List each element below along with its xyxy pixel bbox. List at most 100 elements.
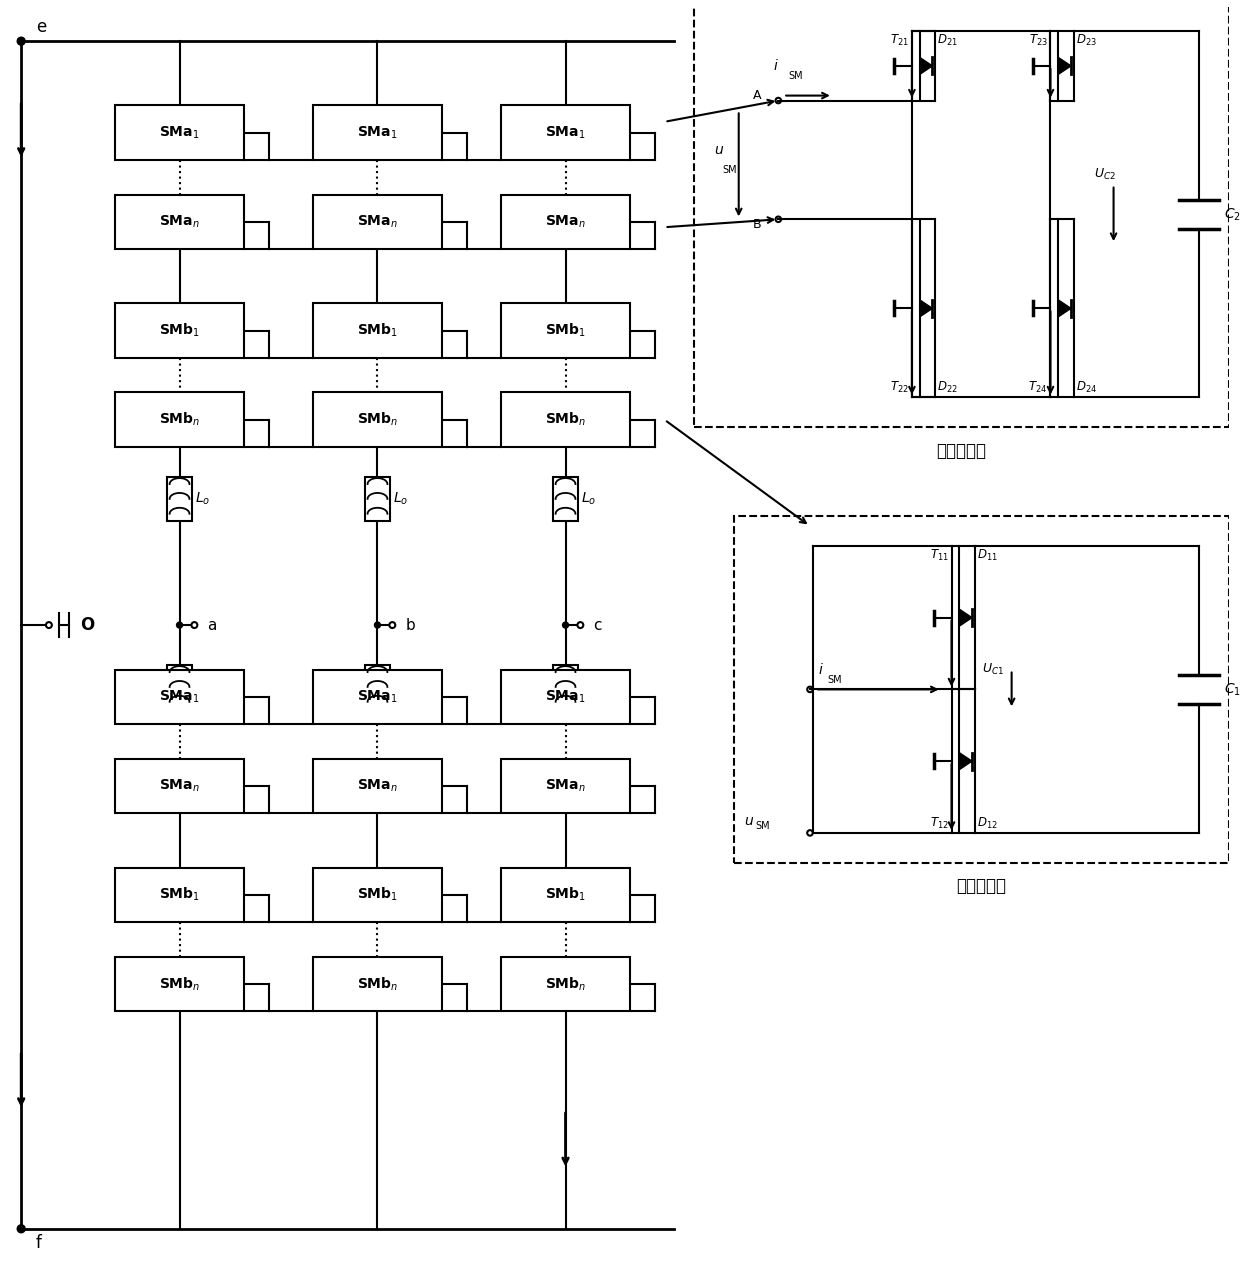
- Text: $L_o$: $L_o$: [393, 679, 408, 696]
- Text: $U_{C1}$: $U_{C1}$: [982, 662, 1004, 677]
- Bar: [501, 669, 630, 724]
- Text: c: c: [593, 617, 601, 632]
- Bar: [314, 956, 441, 1011]
- Bar: [734, 516, 1229, 863]
- Text: O: O: [81, 616, 94, 634]
- Bar: [167, 664, 192, 710]
- Text: SM: SM: [755, 821, 770, 831]
- Text: $C_1$: $C_1$: [1224, 682, 1240, 697]
- Text: SMa$_1$: SMa$_1$: [357, 124, 398, 140]
- Bar: [115, 956, 244, 1011]
- Text: SMb$_1$: SMb$_1$: [159, 321, 200, 339]
- Text: SMa$_1$: SMa$_1$: [159, 688, 200, 705]
- Text: SMa$_n$: SMa$_n$: [357, 214, 398, 230]
- Bar: [115, 759, 244, 813]
- Text: A: A: [753, 89, 761, 102]
- Bar: [365, 664, 389, 710]
- Circle shape: [563, 622, 568, 627]
- Bar: [314, 669, 441, 724]
- Bar: [553, 664, 578, 710]
- Text: SMb$_1$: SMb$_1$: [544, 321, 587, 339]
- Text: $D_{22}$: $D_{22}$: [937, 381, 959, 396]
- Bar: [501, 868, 630, 922]
- Text: SMb$_1$: SMb$_1$: [357, 886, 398, 903]
- Bar: [314, 195, 441, 249]
- Text: SMb$_1$: SMb$_1$: [159, 886, 200, 903]
- Circle shape: [374, 622, 381, 627]
- Bar: [694, 1, 1229, 428]
- Bar: [501, 304, 630, 358]
- Text: 半桥子模块: 半桥子模块: [956, 878, 1006, 896]
- Bar: [501, 392, 630, 447]
- Text: SMb$_n$: SMb$_n$: [357, 975, 398, 993]
- Bar: [314, 392, 441, 447]
- Text: $T_{21}$: $T_{21}$: [890, 33, 909, 48]
- Text: SM: SM: [722, 164, 737, 175]
- Polygon shape: [1059, 57, 1071, 75]
- Bar: [314, 868, 441, 922]
- Text: $u$: $u$: [744, 813, 754, 829]
- Bar: [115, 195, 244, 249]
- Text: $U_{C2}$: $U_{C2}$: [1094, 167, 1116, 182]
- Text: b: b: [405, 617, 415, 632]
- Bar: [501, 759, 630, 813]
- Text: $C_2$: $C_2$: [1224, 206, 1240, 223]
- Bar: [501, 956, 630, 1011]
- Text: SM: SM: [828, 674, 842, 684]
- Bar: [501, 105, 630, 159]
- Text: $T_{12}$: $T_{12}$: [930, 816, 949, 831]
- Text: $D_{23}$: $D_{23}$: [1076, 33, 1096, 48]
- Text: $L_o$: $L_o$: [393, 491, 408, 507]
- Bar: [115, 392, 244, 447]
- Text: $T_{24}$: $T_{24}$: [1028, 381, 1048, 396]
- Polygon shape: [920, 57, 932, 75]
- Text: $i$: $i$: [818, 662, 823, 677]
- Text: SMa$_n$: SMa$_n$: [546, 214, 587, 230]
- Circle shape: [17, 1225, 25, 1233]
- Text: SMa$_1$: SMa$_1$: [546, 124, 585, 140]
- Text: $D_{11}$: $D_{11}$: [977, 548, 998, 563]
- Text: SMa$_n$: SMa$_n$: [546, 778, 587, 794]
- Text: $T_{23}$: $T_{23}$: [1028, 33, 1048, 48]
- Text: SMa$_n$: SMa$_n$: [159, 214, 200, 230]
- Text: $T_{22}$: $T_{22}$: [890, 381, 909, 396]
- Text: SMb$_1$: SMb$_1$: [357, 321, 398, 339]
- Polygon shape: [920, 300, 932, 316]
- Bar: [314, 759, 441, 813]
- Text: $T_{11}$: $T_{11}$: [930, 548, 949, 563]
- Text: SMa$_n$: SMa$_n$: [357, 778, 398, 794]
- Text: SMa$_1$: SMa$_1$: [159, 124, 200, 140]
- Text: 全桥子模块: 全桥子模块: [936, 441, 986, 460]
- Bar: [167, 477, 192, 521]
- Polygon shape: [1059, 300, 1071, 316]
- Text: SM: SM: [789, 71, 802, 81]
- Bar: [314, 105, 441, 159]
- Bar: [115, 669, 244, 724]
- Text: $L_o$: $L_o$: [580, 679, 596, 696]
- Text: $D_{24}$: $D_{24}$: [1076, 381, 1097, 396]
- Bar: [553, 477, 578, 521]
- Text: SMb$_1$: SMb$_1$: [544, 886, 587, 903]
- Text: $D_{21}$: $D_{21}$: [937, 33, 959, 48]
- Text: $L_o$: $L_o$: [580, 491, 596, 507]
- Bar: [501, 195, 630, 249]
- Bar: [115, 868, 244, 922]
- Bar: [115, 105, 244, 159]
- Circle shape: [176, 622, 182, 627]
- Polygon shape: [960, 753, 972, 769]
- Bar: [365, 477, 389, 521]
- Text: a: a: [207, 617, 217, 632]
- Text: $L_o$: $L_o$: [195, 679, 210, 696]
- Text: SMb$_n$: SMb$_n$: [159, 975, 200, 993]
- Text: e: e: [36, 18, 46, 37]
- Text: SMb$_n$: SMb$_n$: [159, 411, 200, 429]
- Text: SMa$_1$: SMa$_1$: [546, 688, 585, 705]
- Text: B: B: [753, 218, 761, 230]
- Text: $i$: $i$: [774, 58, 779, 73]
- Text: f: f: [36, 1233, 42, 1252]
- Bar: [314, 304, 441, 358]
- Text: SMb$_n$: SMb$_n$: [544, 411, 587, 429]
- Polygon shape: [960, 610, 972, 626]
- Text: SMa$_n$: SMa$_n$: [159, 778, 200, 794]
- Text: $D_{12}$: $D_{12}$: [977, 816, 998, 831]
